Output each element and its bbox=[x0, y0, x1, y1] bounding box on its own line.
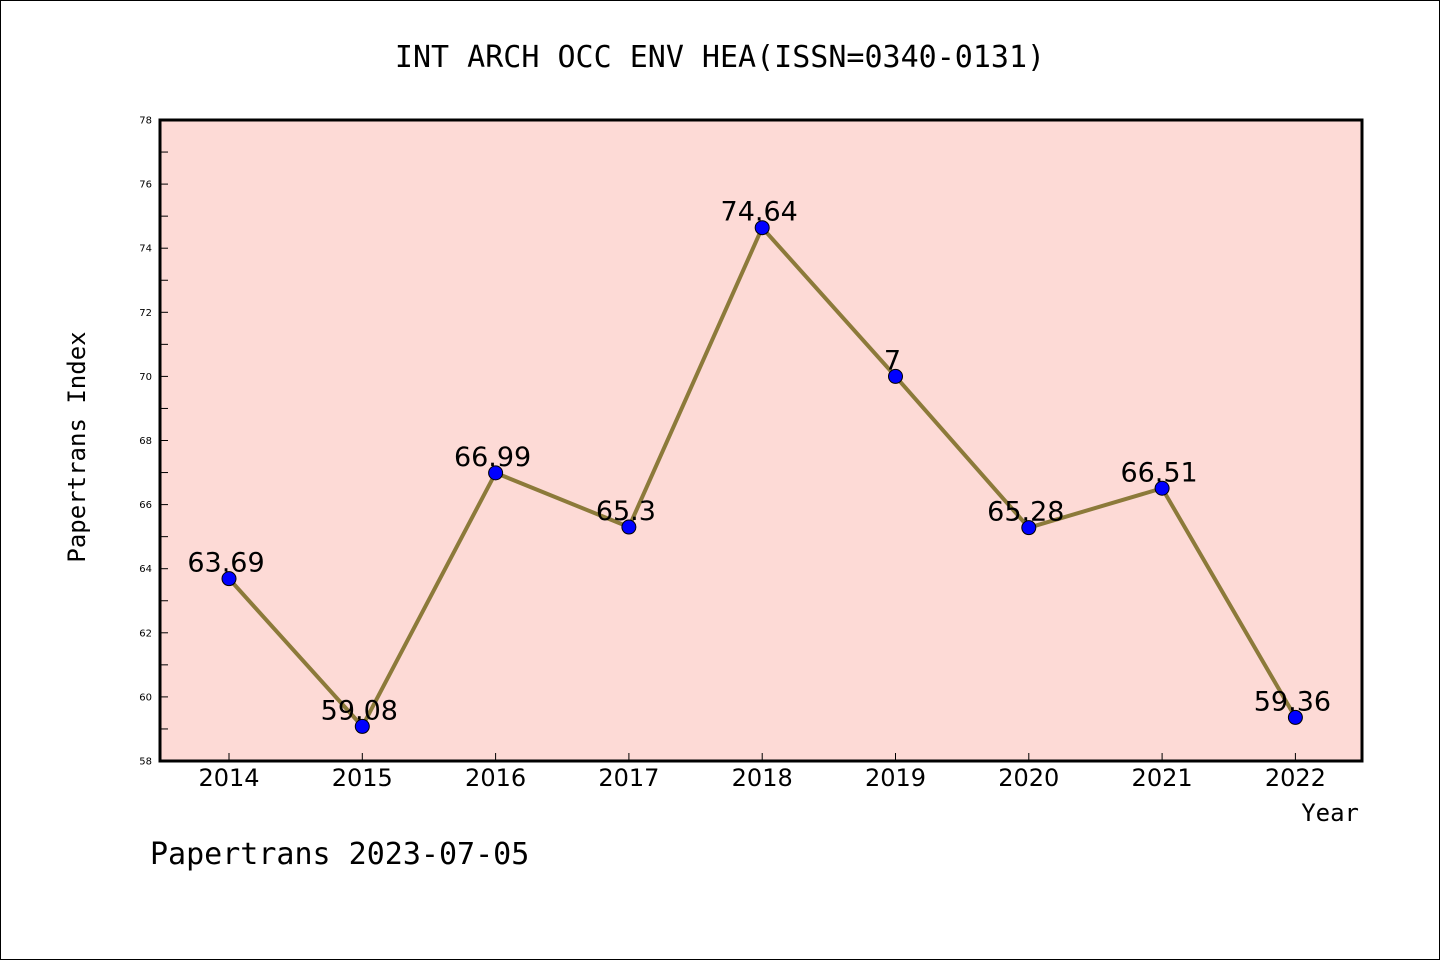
y-axis-label: Papertrans Index bbox=[63, 331, 91, 562]
x-tick-label: 2020 bbox=[998, 764, 1059, 792]
data-label: 7 bbox=[884, 345, 901, 376]
y-tick-label: 72 bbox=[139, 308, 152, 319]
data-point bbox=[1154, 480, 1170, 496]
x-axis-label: Year bbox=[1301, 799, 1359, 827]
data-point bbox=[1287, 709, 1303, 725]
x-tick-label: 2015 bbox=[332, 764, 393, 792]
data-point bbox=[754, 220, 770, 236]
series-line-group bbox=[221, 220, 1303, 734]
y-tick-label: 62 bbox=[139, 628, 152, 639]
y-tick-label: 60 bbox=[139, 692, 152, 703]
data-label-group: 63.69 59.08 66.99 65.3 74.64 7 65.28 66.51 59.36 bbox=[187, 197, 1331, 727]
data-point bbox=[888, 368, 903, 384]
data-label: 66.51 bbox=[1120, 457, 1197, 488]
y-tick-label: 66 bbox=[139, 500, 152, 511]
y-tick-label: 68 bbox=[139, 436, 152, 447]
data-point bbox=[621, 519, 637, 535]
x-tick-label: 2021 bbox=[1132, 764, 1193, 792]
y-tick-label: 74 bbox=[139, 244, 152, 255]
y-tick-label: 58 bbox=[139, 757, 152, 768]
x-axis: 2014 2015 2016 2017 2018 2019 2020 2021 2022 bbox=[198, 753, 1326, 792]
data-point bbox=[354, 718, 370, 734]
y-tick-label: 76 bbox=[139, 180, 152, 191]
footer-credit: Papertrans 2023-07-05 bbox=[150, 837, 529, 872]
y-tick-label: 64 bbox=[139, 564, 152, 575]
x-tick-label: 2016 bbox=[465, 764, 526, 792]
data-label: 66.99 bbox=[454, 442, 531, 473]
x-tick-label: 2018 bbox=[732, 764, 793, 792]
data-label: 59.08 bbox=[321, 695, 398, 726]
chart-title: INT ARCH OCC ENV HEA(ISSN=0340-0131) bbox=[395, 40, 1045, 75]
y-tick-label: 70 bbox=[139, 372, 152, 383]
data-label: 65.3 bbox=[596, 496, 656, 527]
data-label: 59.36 bbox=[1254, 686, 1331, 717]
data-point bbox=[1021, 520, 1037, 536]
x-tick-label: 2019 bbox=[865, 764, 926, 792]
data-label: 74.64 bbox=[721, 197, 798, 228]
data-label: 65.28 bbox=[987, 497, 1064, 528]
y-tick-label: 78 bbox=[139, 116, 152, 127]
data-label: 63.69 bbox=[187, 548, 264, 579]
x-tick-label: 2022 bbox=[1265, 764, 1326, 792]
data-point bbox=[488, 465, 504, 481]
y-axis: 58 60 62 64 66 68 70 72 74 76 78 bbox=[139, 116, 168, 768]
x-tick-label: 2014 bbox=[198, 764, 259, 792]
x-tick-label: 2017 bbox=[598, 764, 659, 792]
data-point bbox=[221, 571, 237, 587]
